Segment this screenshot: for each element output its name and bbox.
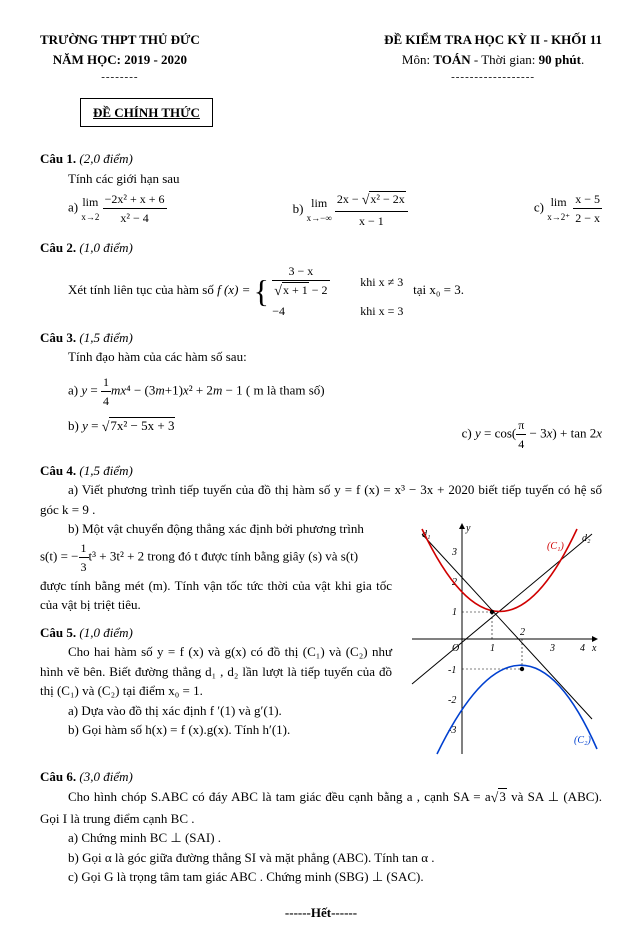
q6-p1: Cho hình chóp S.ABC có đáy ABC là tam gi…: [40, 787, 602, 829]
q5-title: Câu 5.: [40, 625, 76, 640]
svg-text:-1: -1: [448, 665, 456, 676]
school-year: NĂM HỌC: 2019 - 2020: [40, 50, 200, 70]
svg-text:4: 4: [580, 643, 585, 654]
dash-right: ------------------: [384, 69, 602, 86]
footer-end: ------Hết------: [40, 903, 602, 923]
q1-b: b) limx→−∞ 2x − √x² − 2xx − 1: [293, 190, 408, 230]
q3-b: b) y = √7x² − 5x + 3: [68, 416, 462, 453]
exam-title: ĐỀ KIỂM TRA HỌC KỲ II - KHỐI 11: [384, 30, 602, 50]
doc-header: TRƯỜNG THPT THỦ ĐỨC NĂM HỌC: 2019 - 2020…: [40, 30, 602, 86]
q4-points: (1,5 điểm): [79, 463, 132, 478]
q3-c: c) y = cos(π4 − 3x) + tan 2x: [462, 416, 602, 453]
q6-c: c) Gọi G là trọng tâm tam giác ABC . Chứ…: [68, 867, 602, 887]
dash-left: --------: [40, 69, 200, 86]
svg-text:-2: -2: [448, 695, 456, 706]
q1-c: c) limx→2⁺ x − 52 − x: [534, 190, 602, 230]
q4-a: a) Viết phương trình tiếp tuyến của đồ t…: [40, 480, 602, 519]
q3-points: (1,5 điểm): [79, 330, 132, 345]
q5-a: a) Dựa vào đồ thị xác định f ′(1) và g′(…: [68, 701, 392, 721]
q5-points: (1,0 điểm): [79, 625, 132, 640]
q4-title: Câu 4.: [40, 463, 76, 478]
q6-title: Câu 6.: [40, 769, 76, 784]
q4-b2: s(t) = −13t³ + 3t² + 2 trong đó t được t…: [40, 539, 392, 576]
q4-b3: được tính bằng mét (m). Tính vận tốc tức…: [40, 576, 392, 615]
school-name: TRƯỜNG THPT THỦ ĐỨC: [40, 30, 200, 50]
svg-text:2: 2: [520, 627, 525, 638]
question-1: Câu 1. (2,0 điểm) Tính các giới hạn sau …: [40, 149, 602, 230]
q1-title: Câu 1.: [40, 151, 76, 166]
q2-points: (1,0 điểm): [79, 240, 132, 255]
q2-pre: Xét tính liên tục của hàm số: [68, 281, 217, 296]
q2-post: tại x₀ = 3.: [413, 281, 464, 296]
q3-bc: b) y = √7x² − 5x + 3 c) y = cos(π4 − 3x)…: [68, 416, 602, 453]
question-3: Câu 3. (1,5 điểm) Tính đạo hàm của các h…: [40, 328, 602, 453]
q2-body: Xét tính liên tục của hàm số f (x) = { 3…: [68, 262, 602, 320]
q5-p1: Cho hai hàm số y = f (x) và g(x) có đồ t…: [40, 642, 392, 701]
q2-fx: f (x) =: [217, 281, 254, 296]
q1-a: a) limx→2 −2x² + x + 6x² − 4: [68, 190, 167, 230]
q3-title: Câu 3.: [40, 330, 76, 345]
q6-points: (3,0 điểm): [79, 769, 132, 784]
svg-text:1: 1: [452, 607, 457, 618]
q3-a: a) y = 14mx⁴ − (3m+1)x² + 2m − 1 ( m là …: [68, 373, 602, 410]
q1-items: a) limx→2 −2x² + x + 6x² − 4 b) limx→−∞ …: [68, 190, 602, 230]
svg-text:y: y: [465, 523, 471, 534]
q1-text: Tính các giới hạn sau: [68, 169, 602, 189]
graph-svg: O 1 2 3 4 1 2 3 -1 -2 -3 y x d₁ d₂ (C₁) …: [402, 519, 602, 759]
text-graph-row: b) Một vật chuyển động thẳng xác định bở…: [40, 519, 602, 759]
svg-text:3: 3: [451, 547, 457, 558]
q5-b: b) Gọi hàm số h(x) = f (x).g(x). Tính h′…: [68, 720, 392, 740]
svg-text:1: 1: [490, 643, 495, 654]
official-stamp: ĐỀ CHÍNH THỨC: [80, 98, 213, 128]
q4-b1: b) Một vật chuyển động thẳng xác định bở…: [40, 519, 392, 539]
svg-text:3: 3: [549, 643, 555, 654]
svg-text:(C₁): (C₁): [547, 541, 564, 552]
question-5: Câu 5. (1,0 điểm): [40, 623, 392, 643]
q6-b: b) Gọi α là góc giữa đường thẳng SI và m…: [68, 848, 602, 868]
question-4: Câu 4. (1,5 điểm): [40, 461, 602, 481]
svg-text:x: x: [591, 643, 597, 654]
q1-points: (2,0 điểm): [79, 151, 132, 166]
graph-panel: O 1 2 3 4 1 2 3 -1 -2 -3 y x d₁ d₂ (C₁) …: [402, 519, 602, 759]
q3-text: Tính đạo hàm của các hàm số sau:: [68, 347, 602, 367]
svg-text:O: O: [452, 643, 459, 654]
svg-text:(C₂): (C₂): [574, 735, 591, 746]
question-2: Câu 2. (1,0 điểm) Xét tính liên tục của …: [40, 238, 602, 320]
q2-title: Câu 2.: [40, 240, 76, 255]
question-6: Câu 6. (3,0 điểm): [40, 767, 602, 787]
exam-subject: Môn: TOÁN - Thời gian: 90 phút.: [384, 50, 602, 70]
